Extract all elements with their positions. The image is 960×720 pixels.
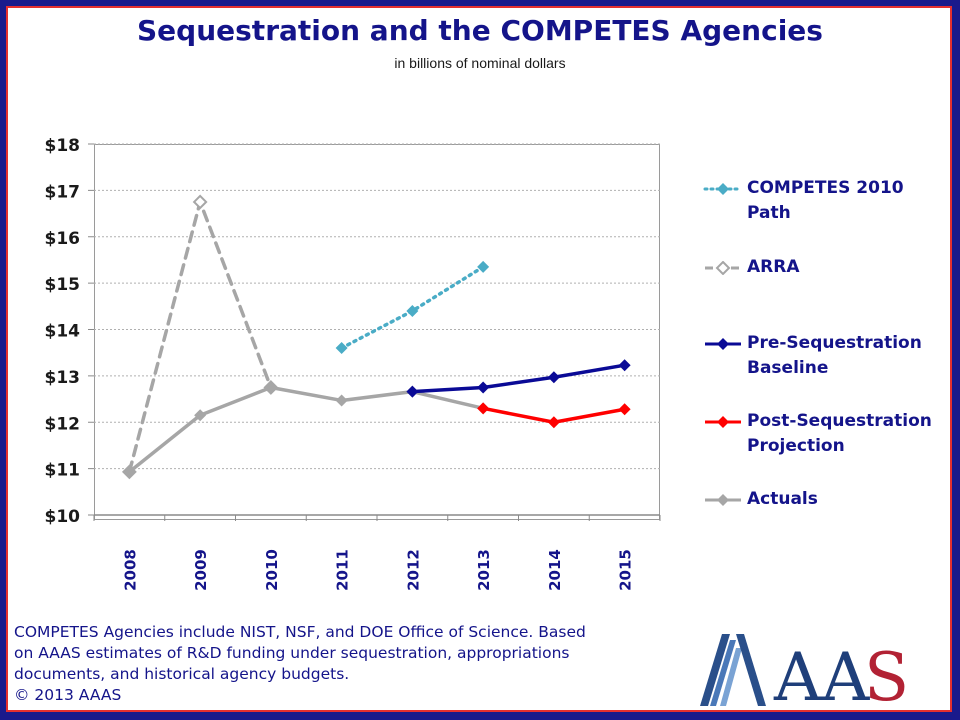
data-point (123, 465, 136, 478)
y-tick-label: $11 (45, 461, 81, 481)
legend-label-arra: ARRA (747, 257, 800, 277)
data-point (264, 381, 277, 394)
footnote-line-3: documents, and historical agency budgets… (14, 665, 350, 683)
x-axis-ticks: 2008 2009 2010 2011 2012 2013 2014 2015 (93, 514, 661, 591)
x-tick-label: 2014 (546, 549, 564, 591)
series-actuals (123, 381, 490, 478)
data-point (477, 402, 490, 415)
y-tick-label: $18 (45, 136, 81, 156)
data-point (547, 371, 560, 384)
data-point (194, 409, 207, 422)
data-point (477, 381, 490, 394)
legend-swatch-pre-sequestration (705, 338, 741, 350)
y-axis-ticks: $10 $11 $12 $13 $14 $15 $16 $17 $18 (45, 136, 94, 527)
series-line (127, 200, 273, 474)
footnote-line-2: on AAAS estimates of R&D funding under s… (14, 644, 570, 662)
x-tick-label: 2015 (617, 549, 635, 591)
x-tick-label: 2011 (334, 549, 352, 591)
legend: COMPETES 2010 Path ARRA Pre-Sequestratio… (703, 176, 953, 516)
x-tick-label: 2013 (475, 549, 493, 591)
legend-label-post-sequestration: Post-Sequestration Projection (747, 411, 932, 456)
footnote-line-1: COMPETES Agencies include NIST, NSF, and… (14, 623, 586, 641)
y-tick-label: $16 (45, 229, 81, 249)
data-point (618, 403, 631, 416)
data-point (335, 342, 348, 355)
series-arra (121, 194, 279, 480)
legend-label-pre-sequestration: Pre-Sequestration Baseline (747, 333, 922, 378)
aaas-logo-text-s: S (864, 639, 909, 706)
y-tick-label: $13 (45, 368, 81, 388)
y-tick-label: $12 (45, 414, 81, 434)
legend-swatch-actuals (705, 494, 741, 506)
data-point (547, 416, 560, 429)
series-pre-sequestration-baseline (406, 359, 631, 398)
data-point (618, 359, 631, 372)
data-point (477, 260, 490, 273)
data-point (335, 394, 348, 407)
legend-label-competes: COMPETES 2010 Path (747, 178, 904, 223)
aaas-logo-text: AA (773, 639, 871, 706)
y-tick-label: $17 (45, 182, 81, 202)
chart-subtitle: in billions of nominal dollars (394, 55, 566, 71)
aaas-logo-mark (700, 634, 766, 706)
data-point (192, 194, 208, 210)
x-tick-label: 2010 (263, 549, 281, 591)
series-competes-2010-path (335, 260, 490, 355)
data-point (406, 385, 419, 398)
y-tick-label: $14 (45, 322, 81, 342)
slide-frame (6, 6, 952, 712)
footnote: COMPETES Agencies include NIST, NSF, and… (14, 622, 654, 706)
series-line (410, 363, 627, 394)
aaas-logo: AA S (700, 634, 909, 706)
footnote-line-4: © 2013 AAAS (14, 686, 122, 704)
y-tick-label: $10 (45, 507, 81, 527)
line-chart: $10 $11 $12 $13 $14 $15 $16 $17 $18 2008 2009 2010… (45, 136, 661, 591)
legend-swatch-post-sequestration (705, 416, 741, 428)
chart-title: Sequestration and the COMPETES Agencies (137, 14, 823, 47)
legend-swatch-arra (705, 261, 741, 275)
x-tick-label: 2009 (192, 549, 210, 591)
x-tick-label: 2008 (121, 549, 139, 591)
data-point (406, 304, 419, 317)
legend-label-actuals: Actuals (747, 489, 818, 509)
series-post-sequestration-projection (477, 402, 631, 429)
series-lines (121, 194, 631, 480)
y-tick-label: $15 (45, 275, 81, 295)
x-tick-label: 2012 (404, 549, 422, 591)
series-line (127, 385, 485, 474)
legend-swatch-competes (703, 183, 743, 195)
